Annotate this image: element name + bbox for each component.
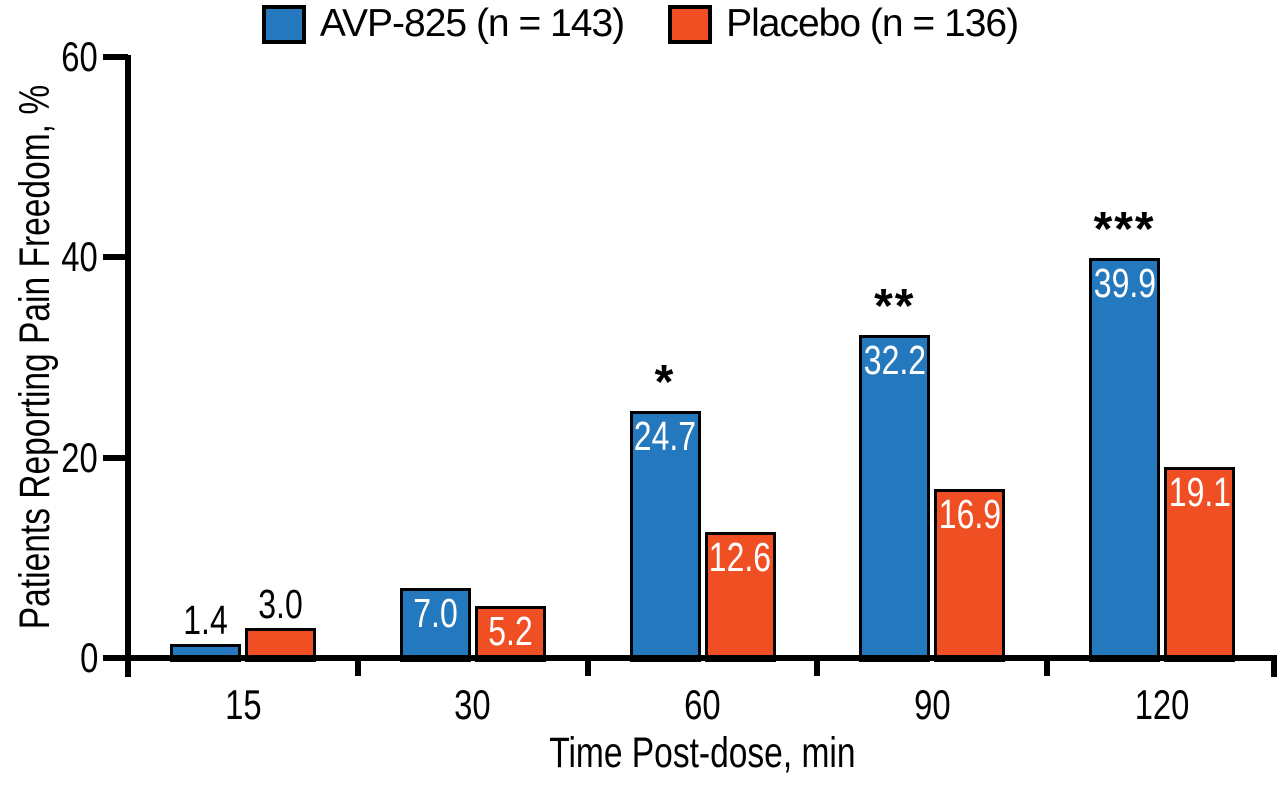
x-axis-category-label: 120 <box>1092 681 1232 728</box>
legend-item-placebo: Placebo (n = 136) <box>668 2 1019 46</box>
bar-value-label: 24.7 <box>618 412 713 459</box>
bar-value-label-text: 19.1 <box>1168 468 1231 515</box>
bar-value-label: 39.9 <box>1077 259 1172 306</box>
x-axis-tick <box>354 658 361 676</box>
bar-value-label-text: 24.7 <box>633 412 697 459</box>
x-axis-line <box>125 655 1277 661</box>
x-axis-category-label: 15 <box>173 681 313 728</box>
x-axis-tick <box>584 658 591 676</box>
y-axis-title-text: Patients Reporting Pain Freedom, % <box>10 85 59 630</box>
bar-value-label: 1.4 <box>158 596 253 643</box>
bar-value-label-text: 1.4 <box>183 596 228 643</box>
legend-swatch-avp825-icon <box>261 4 306 44</box>
bar-avp825-90min <box>859 335 931 662</box>
bar-value-label: 5.2 <box>463 607 558 654</box>
significance-marker-90min: ** <box>874 280 916 333</box>
x-axis-category-label: 60 <box>633 681 773 728</box>
y-axis-tick-label: 0 <box>18 634 98 681</box>
x-axis-category-label-text: 90 <box>914 681 951 728</box>
y-axis-tick-label: 40 <box>18 233 98 281</box>
x-axis-category-label: 90 <box>862 681 1002 728</box>
legend-label-placebo: Placebo (n = 136) <box>726 2 1019 45</box>
legend-item-avp825: AVP-825 (n = 143) <box>261 2 625 46</box>
y-axis-tick-label: 60 <box>18 33 98 80</box>
y-axis-tick <box>103 655 128 661</box>
x-axis-end-tick <box>1271 655 1277 677</box>
y-axis-tick-label-text: 0 <box>79 634 98 681</box>
x-axis-category-label-text: 60 <box>684 681 721 728</box>
y-axis-line <box>125 55 131 677</box>
bar-value-label-text: 5.2 <box>487 607 533 654</box>
bar-placebo-30min <box>474 606 546 662</box>
y-axis-tick-label: 20 <box>18 433 98 481</box>
bar-placebo-90min <box>934 489 1006 662</box>
bar-value-label-text: 16.9 <box>938 490 1001 537</box>
bar-value-label-text: 3.0 <box>258 580 303 627</box>
x-axis-title: Time Post-dose, min <box>128 728 1277 777</box>
y-axis-tick-label-text: 20 <box>61 433 98 481</box>
y-axis-tick <box>103 454 128 461</box>
chart-legend: AVP-825 (n = 143) Placebo (n = 136) <box>0 0 1280 48</box>
bar-avp825-30min <box>399 588 471 662</box>
y-axis-tick-label-text: 40 <box>61 233 98 281</box>
bar-value-label: 12.6 <box>693 533 788 580</box>
bar-value-label: 16.9 <box>922 490 1017 537</box>
x-axis-title-text: Time Post-dose, min <box>549 728 856 777</box>
bar-value-label: 3.0 <box>233 580 328 627</box>
legend-swatch-placebo-icon <box>668 4 713 44</box>
bar-value-label-text: 7.0 <box>412 589 458 636</box>
bar-avp825-120min <box>1089 258 1161 662</box>
significance-marker-120min: *** <box>1093 203 1156 256</box>
x-axis-tick <box>814 658 821 676</box>
significance-marker-60min: * <box>654 356 676 409</box>
y-axis-title: Patients Reporting Pain Freedom, % <box>10 57 59 658</box>
x-axis-category-label-text: 120 <box>1134 681 1190 728</box>
bar-value-label: 7.0 <box>388 589 483 636</box>
y-axis-tick-label-text: 60 <box>61 33 98 80</box>
x-axis-tick <box>1044 658 1051 676</box>
bar-avp825-60min <box>629 411 701 662</box>
x-axis-category-label: 30 <box>403 681 543 728</box>
x-axis-category-label-text: 15 <box>224 681 262 728</box>
y-axis-tick <box>103 54 128 60</box>
y-axis-tick <box>103 254 128 261</box>
bar-value-label-text: 12.6 <box>708 533 772 580</box>
bar-value-label-text: 32.2 <box>863 336 926 383</box>
bar-value-label-text: 39.9 <box>1093 259 1156 306</box>
bar-value-label: 19.1 <box>1152 468 1247 515</box>
bar-value-label: 32.2 <box>847 336 942 383</box>
x-axis-category-label-text: 30 <box>454 681 491 728</box>
legend-label-avp825: AVP-825 (n = 143) <box>319 2 625 45</box>
